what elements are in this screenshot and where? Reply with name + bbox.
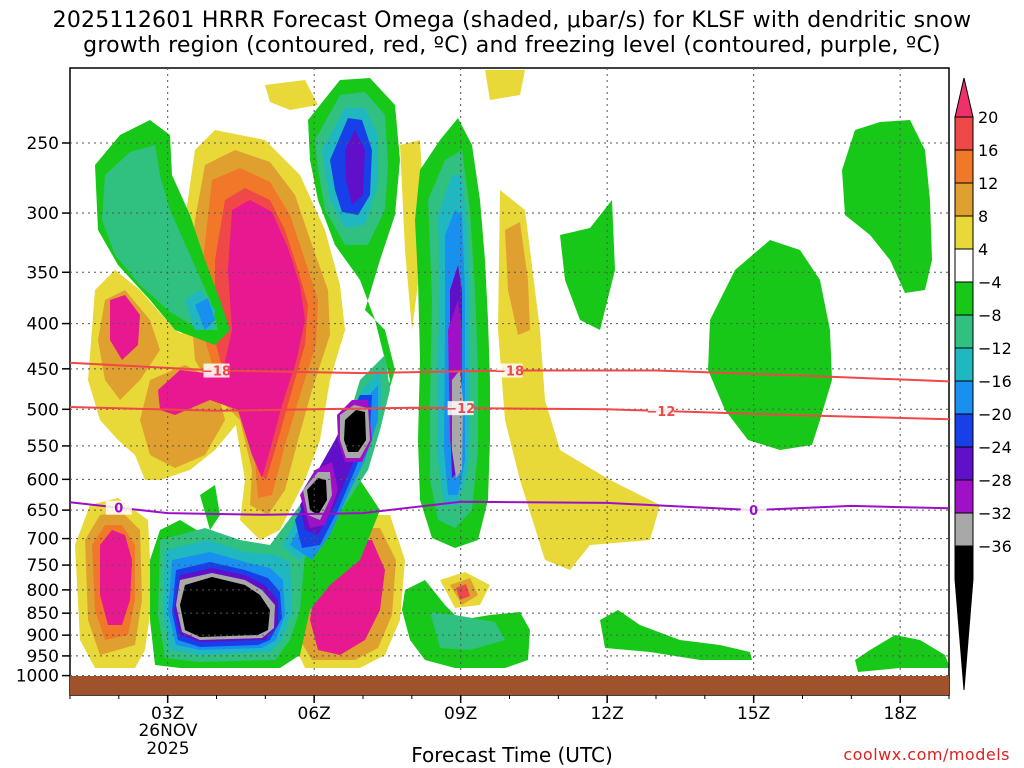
contour-label: 0 bbox=[114, 502, 123, 517]
colorbar-segment bbox=[954, 281, 974, 316]
x-tick-label: 18Z bbox=[884, 704, 917, 724]
y-tick-label: 300 bbox=[27, 204, 59, 224]
colorbar-segment bbox=[954, 248, 974, 283]
contour-label-bg bbox=[647, 403, 674, 418]
contour-label-bg bbox=[447, 401, 474, 416]
x-tick-label: 06Z bbox=[298, 704, 331, 724]
x-axis-title: Forecast Time (UTC) bbox=[411, 743, 613, 767]
y-tick-label: 400 bbox=[27, 315, 59, 335]
contour-label-bg bbox=[740, 503, 767, 518]
colorbar-tick-label: −36 bbox=[978, 537, 1012, 556]
contour-lines: −18 −18 −12 −12 0 0 bbox=[69, 361, 950, 519]
y-tick-label: 550 bbox=[27, 437, 59, 457]
colorbar-segment bbox=[954, 446, 974, 481]
contour-label: −18 bbox=[202, 365, 231, 380]
x-axis-ticks: 03Z 06Z 09Z 12Z 15Z 18Z bbox=[69, 695, 950, 724]
x-tick-label: 15Z bbox=[737, 704, 770, 724]
colorbar-segment bbox=[954, 347, 974, 382]
y-tick-label: 450 bbox=[27, 360, 59, 380]
x-tick-label: 12Z bbox=[591, 704, 624, 724]
chart-title-line2: growth region (contoured, red, ºC) and f… bbox=[83, 33, 941, 58]
y-tick-label: 800 bbox=[27, 581, 59, 601]
colorbar-top-arrow bbox=[954, 77, 974, 118]
colorbar-segment bbox=[954, 314, 974, 349]
colorbar-tick-label: 4 bbox=[978, 240, 988, 259]
x-tick-label: 03Z bbox=[151, 704, 184, 724]
y-tick-label: 650 bbox=[27, 501, 59, 521]
colorbar-tick-label: 8 bbox=[978, 207, 988, 226]
contour-label-bg bbox=[203, 363, 230, 378]
date-label-day: 26NOV bbox=[138, 721, 197, 741]
y-tick-label: 950 bbox=[27, 647, 59, 667]
date-label-year: 2025 bbox=[146, 739, 189, 759]
contour-line bbox=[69, 406, 950, 421]
contour-label: −12 bbox=[446, 402, 475, 417]
y-tick-label: 850 bbox=[27, 604, 59, 624]
colorbar-segment bbox=[954, 413, 974, 448]
ground-surface-bar bbox=[70, 676, 949, 695]
colorbar-tick-label: −16 bbox=[978, 372, 1012, 391]
colorbar-segment bbox=[954, 512, 974, 547]
colorbar-segment bbox=[954, 149, 974, 184]
contour-label: 0 bbox=[749, 504, 758, 519]
colorbar-tick-label: −28 bbox=[978, 471, 1012, 490]
y-tick-label: 1000 bbox=[16, 667, 59, 687]
colorbar-legend: 20 16 12 8 4 −4 −8 −12 −16 −20 −24 −28 −32 −36 bbox=[954, 77, 1012, 691]
y-tick-label: 500 bbox=[27, 400, 59, 420]
colorbar-segment bbox=[954, 182, 974, 217]
contour-label: −18 bbox=[495, 365, 524, 380]
colorbar-tick-label: −12 bbox=[978, 339, 1012, 358]
gridlines bbox=[70, 68, 949, 695]
colorbar-tick-label: −4 bbox=[978, 273, 1002, 292]
colorbar-tick-label: −24 bbox=[978, 438, 1012, 457]
colorbar-tick-label: −20 bbox=[978, 405, 1012, 424]
credit-link[interactable]: coolwx.com/models bbox=[843, 745, 1010, 764]
y-tick-label: 350 bbox=[27, 263, 59, 283]
contour-label-bg bbox=[105, 500, 132, 515]
colorbar-segment bbox=[954, 545, 974, 580]
chart-title-line1: 2025112601 HRRR Forecast Omega (shaded, … bbox=[52, 8, 972, 33]
x-tick-label: 09Z bbox=[444, 704, 477, 724]
contour-label: −12 bbox=[646, 405, 675, 420]
colorbar-tick-label: 20 bbox=[978, 108, 998, 127]
y-tick-label: 900 bbox=[27, 626, 59, 646]
colorbar-segment bbox=[954, 479, 974, 514]
colorbar-segment bbox=[954, 116, 974, 151]
colorbar-segment bbox=[954, 380, 974, 415]
colorbar-tick-label: −32 bbox=[978, 504, 1012, 523]
contour-line bbox=[69, 500, 950, 516]
y-tick-label: 700 bbox=[27, 530, 59, 550]
colorbar-bottom-arrow bbox=[954, 578, 974, 691]
y-tick-label: 750 bbox=[27, 556, 59, 576]
colorbar-tick-label: −8 bbox=[978, 306, 1002, 325]
y-tick-label: 600 bbox=[27, 470, 59, 490]
colorbar-segment bbox=[954, 215, 974, 250]
colorbar-tick-label: 16 bbox=[978, 141, 998, 160]
colorbar-tick-label: 12 bbox=[978, 174, 998, 193]
y-axis-ticks: 2503003504004505005506006507007508008509… bbox=[16, 134, 70, 687]
omega-shaded-field bbox=[75, 70, 949, 672]
y-tick-label: 250 bbox=[27, 134, 59, 154]
contour-label-bg bbox=[496, 363, 523, 378]
